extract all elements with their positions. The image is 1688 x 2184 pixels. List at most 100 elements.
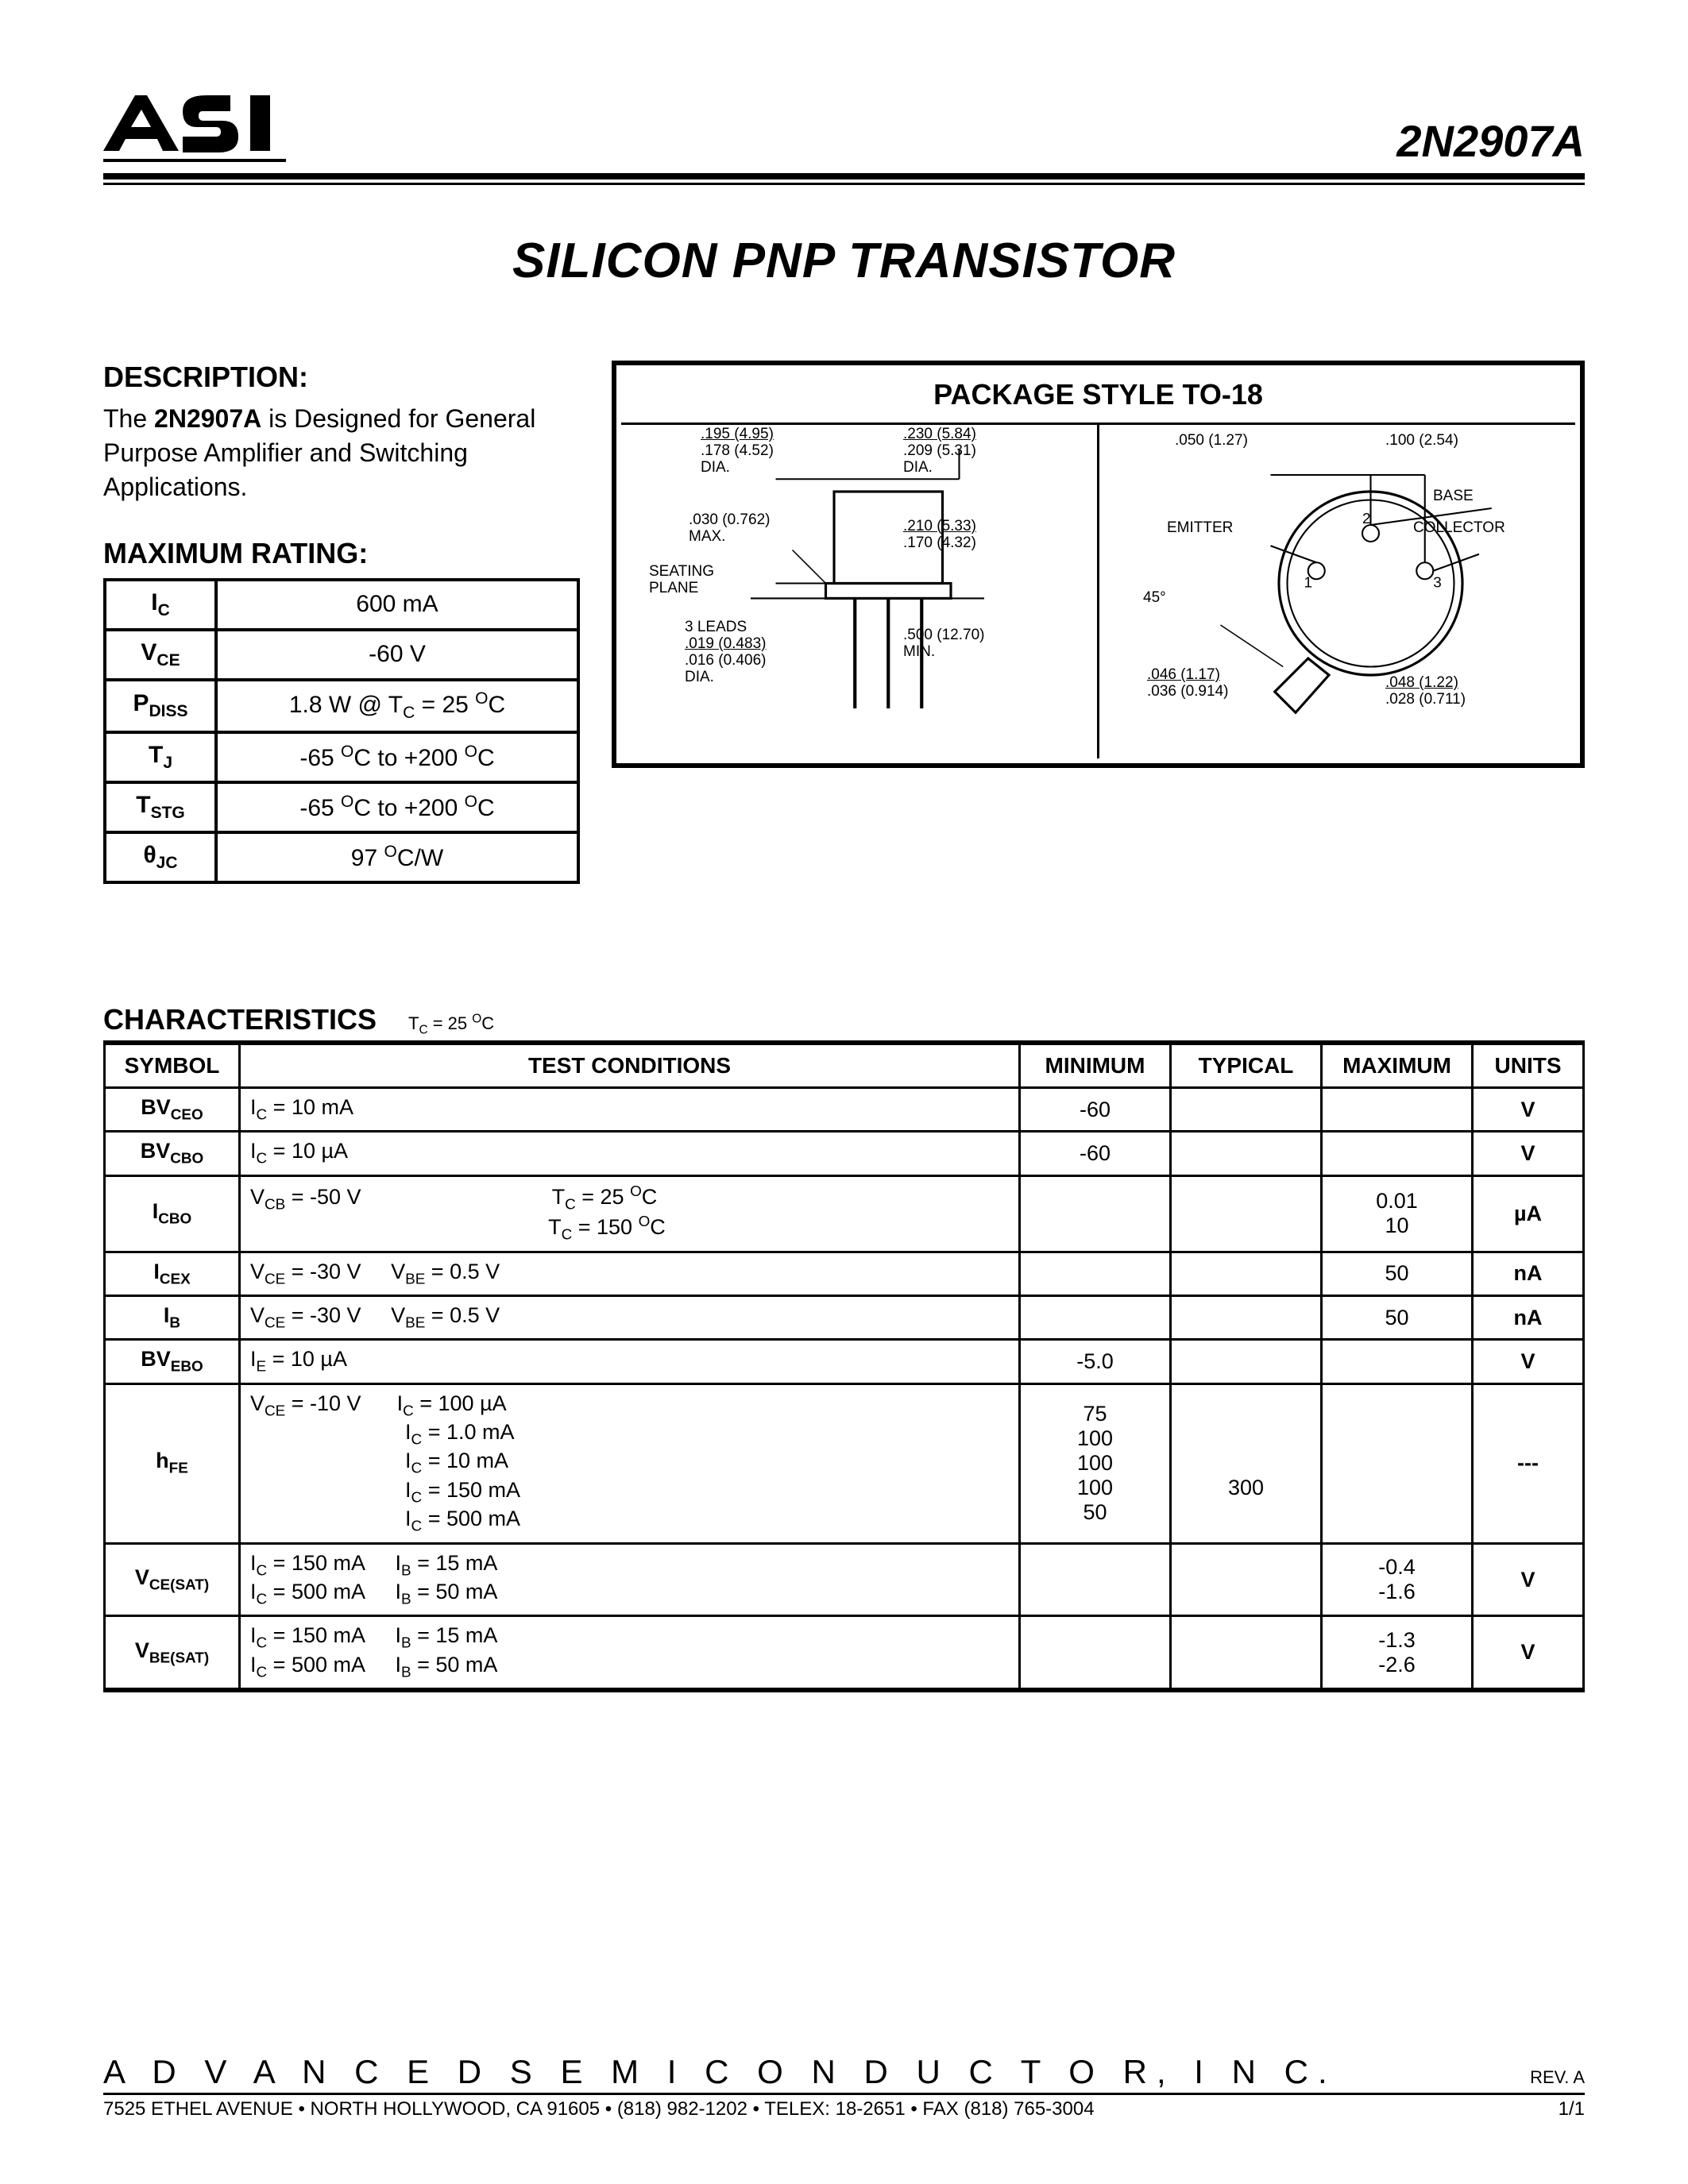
package-top-view: 1 2 3 .050 (1. (1097, 425, 1575, 758)
description-heading: DESCRIPTION: (103, 361, 580, 394)
desc-bold: 2N2907A (154, 404, 261, 433)
part-number: 2N2907A (1396, 115, 1585, 167)
page-number: 1/1 (1559, 2098, 1585, 2120)
char-col-header: MINIMUM (1020, 1043, 1171, 1088)
ratings-value: -60 V (216, 630, 578, 680)
char-symbol: BVCEO (105, 1087, 240, 1131)
asi-logo-icon (103, 87, 286, 167)
ratings-symbol: TJ (105, 732, 216, 782)
package-box: PACKAGE STYLE TO-18 (612, 361, 1585, 768)
char-max (1322, 1340, 1473, 1383)
char-row: BVCBOIC = 10 µA-60V (105, 1132, 1584, 1175)
char-unit: V (1473, 1616, 1584, 1690)
char-typ (1171, 1252, 1322, 1295)
char-typ: 300 (1171, 1383, 1322, 1543)
dimension-label: .050 (1.27) (1175, 433, 1248, 450)
char-row: hFEVCE = -10 V IC = 100 µA IC = 1.0 mA I… (105, 1383, 1584, 1543)
dimension-label: .030 (0.762)MAX. (689, 512, 770, 546)
char-test-conditions: VCE = -30 V VBE = 0.5 V (240, 1295, 1020, 1339)
char-min: -5.0 (1020, 1340, 1171, 1383)
char-symbol: VCE(SAT) (105, 1543, 240, 1616)
char-min: 7510010010050 (1020, 1383, 1171, 1543)
char-typ (1171, 1087, 1322, 1131)
ratings-row: TJ-65 OC to +200 OC (105, 732, 578, 782)
char-test-conditions: VCB = -50 V TC = 25 OC TC = 150 OC (240, 1175, 1020, 1252)
char-col-header: TEST CONDITIONS (240, 1043, 1020, 1088)
char-typ (1171, 1295, 1322, 1339)
char-symbol: ICBO (105, 1175, 240, 1252)
ratings-row: PDISS1.8 W @ TC = 25 OC (105, 680, 578, 732)
dimension-label: 45° (1143, 590, 1166, 607)
char-unit: V (1473, 1543, 1584, 1616)
char-typ (1171, 1340, 1322, 1383)
ratings-symbol: TSTG (105, 782, 216, 832)
char-typ (1171, 1543, 1322, 1616)
desc-pre: The (103, 404, 154, 433)
char-unit: V (1473, 1087, 1584, 1131)
char-typ (1171, 1132, 1322, 1175)
char-heading-text: CHARACTERISTICS (103, 1003, 377, 1036)
char-symbol: BVEBO (105, 1340, 240, 1383)
char-unit: nA (1473, 1252, 1584, 1295)
char-row: BVCEOIC = 10 mA-60V (105, 1087, 1584, 1131)
svg-text:1: 1 (1304, 575, 1313, 592)
char-min (1020, 1252, 1171, 1295)
char-test-conditions: IC = 10 µA (240, 1132, 1020, 1175)
ratings-heading: MAXIMUM RATING: (103, 537, 580, 570)
ratings-value: 97 OC/W (216, 832, 578, 882)
ratings-symbol: VCE (105, 630, 216, 680)
char-col-header: MAXIMUM (1322, 1043, 1473, 1088)
dimension-label: 3 LEADS.019 (0.483).016 (0.406)DIA. (685, 619, 766, 686)
char-row: ICEXVCE = -30 V VBE = 0.5 V50nA (105, 1252, 1584, 1295)
ratings-value: -65 OC to +200 OC (216, 732, 578, 782)
ratings-row: VCE-60 V (105, 630, 578, 680)
char-col-header: UNITS (1473, 1043, 1584, 1088)
ratings-row: IC600 mA (105, 580, 578, 630)
ratings-symbol: PDISS (105, 680, 216, 732)
char-row: IBVCE = -30 V VBE = 0.5 V50nA (105, 1295, 1584, 1339)
char-min: -60 (1020, 1132, 1171, 1175)
char-symbol: hFE (105, 1383, 240, 1543)
char-heading-cond: TC = 25 OC (408, 1013, 494, 1033)
ratings-value: 1.8 W @ TC = 25 OC (216, 680, 578, 732)
char-min (1020, 1543, 1171, 1616)
header-rule-thin (103, 183, 1585, 185)
char-max (1322, 1383, 1473, 1543)
package-side-view: .195 (4.95).178 (4.52)DIA..230 (5.84).20… (621, 425, 1097, 758)
char-symbol: IB (105, 1295, 240, 1339)
char-unit: --- (1473, 1383, 1584, 1543)
ratings-symbol: IC (105, 580, 216, 630)
char-row: BVEBOIE = 10 µA-5.0 V (105, 1340, 1584, 1383)
dimension-label: .100 (2.54) (1385, 433, 1458, 450)
char-typ (1171, 1616, 1322, 1690)
dimension-label: BASE (1433, 488, 1474, 505)
dimension-label: SEATINGPLANE (649, 564, 714, 597)
dimension-label: .048 (1.22).028 (0.711) (1385, 675, 1466, 708)
dimension-label: .046 (1.17).036 (0.914) (1147, 667, 1228, 700)
char-max (1322, 1132, 1473, 1175)
char-unit: V (1473, 1132, 1584, 1175)
char-test-conditions: IE = 10 µA (240, 1340, 1020, 1383)
char-max: 50 (1322, 1252, 1473, 1295)
char-min (1020, 1616, 1171, 1690)
characteristics-table: SYMBOLTEST CONDITIONSMINIMUMTYPICALMAXIM… (103, 1040, 1585, 1692)
char-max: -1.3-2.6 (1322, 1616, 1473, 1690)
characteristics-heading: CHARACTERISTICS TC = 25 OC (103, 1003, 1585, 1037)
char-unit: nA (1473, 1295, 1584, 1339)
char-min (1020, 1175, 1171, 1252)
char-symbol: VBE(SAT) (105, 1616, 240, 1690)
dimension-label: .500 (12.70)MIN. (903, 627, 984, 661)
char-col-header: SYMBOL (105, 1043, 240, 1088)
char-min: -60 (1020, 1087, 1171, 1131)
char-test-conditions: IC = 150 mA IB = 15 mAIC = 500 mA IB = 5… (240, 1616, 1020, 1690)
char-max: -0.4-1.6 (1322, 1543, 1473, 1616)
char-unit: µA (1473, 1175, 1584, 1252)
svg-text:2: 2 (1362, 511, 1371, 527)
package-title: PACKAGE STYLE TO-18 (621, 370, 1575, 425)
ratings-table: IC600 mAVCE-60 VPDISS1.8 W @ TC = 25 OCT… (103, 578, 580, 884)
char-col-header: TYPICAL (1171, 1043, 1322, 1088)
ratings-value: 600 mA (216, 580, 578, 630)
char-symbol: ICEX (105, 1252, 240, 1295)
char-unit: V (1473, 1340, 1584, 1383)
ratings-row: θJC97 OC/W (105, 832, 578, 882)
